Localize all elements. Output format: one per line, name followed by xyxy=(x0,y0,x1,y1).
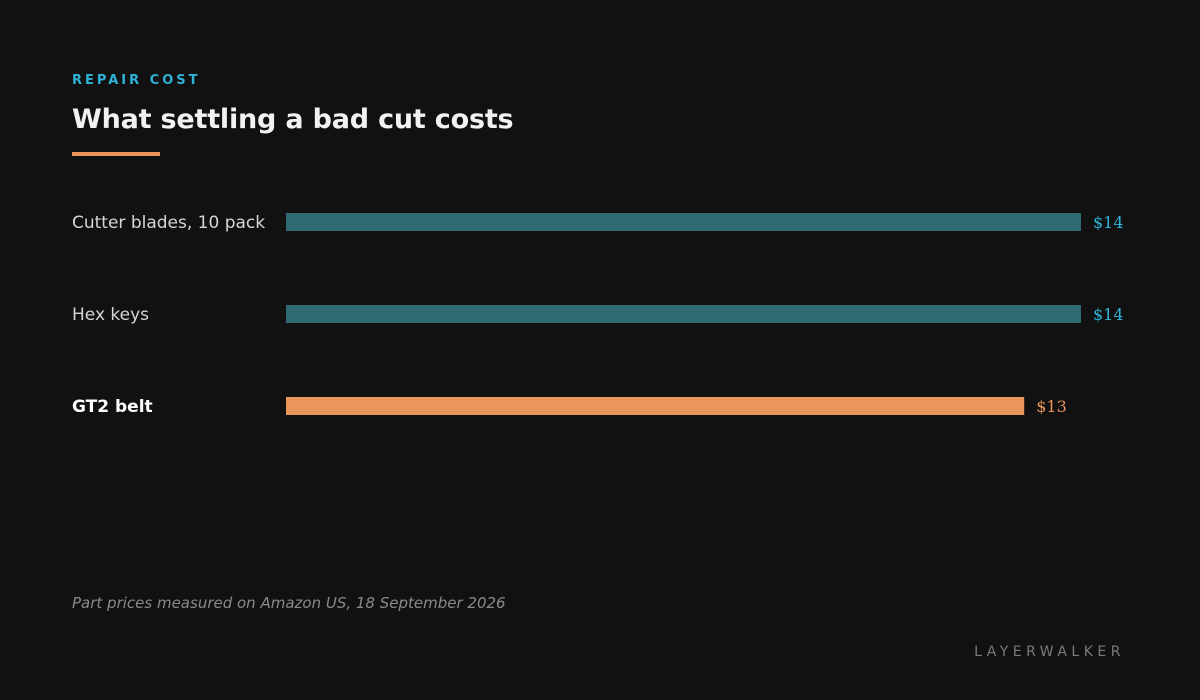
bar-label-cutter-blades-10-pack: Cutter blades, 10 pack xyxy=(72,213,265,233)
title-accent-rule xyxy=(72,152,160,156)
chart-title: What settling a bad cut costs xyxy=(72,104,514,135)
source-footnote: Part prices measured on Amazon US, 18 Se… xyxy=(72,594,506,612)
bar-value-gt2-belt: $13 xyxy=(1036,397,1067,416)
chart-eyebrow: REPAIR COST xyxy=(72,73,201,88)
bar-label-gt2-belt: GT2 belt xyxy=(72,397,153,417)
bar-label-hex-keys: Hex keys xyxy=(72,305,149,325)
bar-value-cutter-blades-10-pack: $14 xyxy=(1093,213,1124,232)
bar-cutter-blades-10-pack xyxy=(286,213,1081,231)
bar-gt2-belt xyxy=(286,397,1025,415)
bar-value-hex-keys: $14 xyxy=(1093,305,1124,324)
bar-hex-keys xyxy=(286,305,1081,323)
brand-wordmark: LAYERWALKER xyxy=(974,644,1125,660)
